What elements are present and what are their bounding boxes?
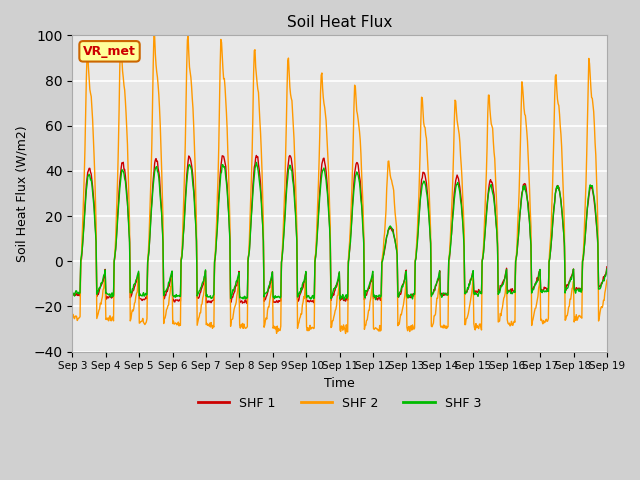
SHF 1	[230, 291, 237, 297]
SHF 3	[277, 294, 285, 300]
SHF 1	[243, 300, 250, 306]
SHF 2	[277, 323, 285, 329]
Text: VR_met: VR_met	[83, 45, 136, 58]
SHF 2	[603, 277, 611, 283]
SHF 2	[396, 316, 404, 322]
SHF 3	[340, 297, 348, 303]
SHF 3	[230, 288, 237, 294]
Line: SHF 1: SHF 1	[72, 156, 607, 303]
SHF 3	[426, 229, 434, 235]
SHF 1	[603, 264, 611, 270]
SHF 1	[396, 291, 404, 297]
SHF 2	[131, 299, 139, 305]
Line: SHF 2: SHF 2	[72, 34, 607, 334]
Line: SHF 3: SHF 3	[72, 162, 607, 300]
SHF 3	[396, 289, 404, 295]
SHF 3	[253, 159, 260, 165]
SHF 1	[131, 283, 139, 288]
SHF 1	[278, 259, 285, 265]
Y-axis label: Soil Heat Flux (W/m2): Soil Heat Flux (W/m2)	[15, 125, 28, 262]
Legend: SHF 1, SHF 2, SHF 3: SHF 1, SHF 2, SHF 3	[193, 392, 486, 415]
SHF 2	[342, 331, 349, 336]
Title: Soil Heat Flux: Soil Heat Flux	[287, 15, 392, 30]
SHF 1	[257, 195, 265, 201]
X-axis label: Time: Time	[324, 377, 355, 390]
SHF 3	[131, 281, 139, 287]
SHF 3	[257, 189, 264, 195]
SHF 2	[230, 306, 238, 312]
SHF 2	[257, 131, 264, 136]
SHF 1	[68, 292, 76, 298]
SHF 1	[253, 153, 260, 158]
SHF 2	[150, 31, 158, 36]
SHF 1	[426, 227, 434, 233]
SHF 2	[68, 316, 76, 322]
SHF 2	[426, 209, 434, 215]
SHF 3	[68, 289, 76, 295]
SHF 3	[603, 266, 611, 272]
